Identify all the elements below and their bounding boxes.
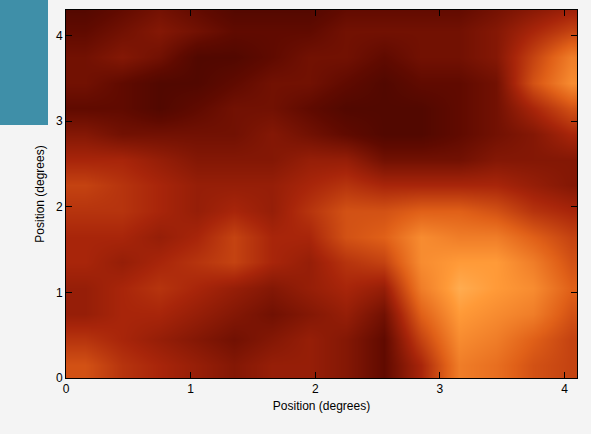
svg-text:4: 4: [56, 29, 63, 43]
svg-text:Position (degrees): Position (degrees): [33, 145, 47, 242]
svg-text:3: 3: [437, 382, 444, 396]
svg-text:0: 0: [56, 371, 63, 385]
svg-text:4: 4: [561, 382, 568, 396]
svg-text:0: 0: [63, 382, 70, 396]
svg-text:2: 2: [312, 382, 319, 396]
svg-text:2: 2: [56, 200, 63, 214]
svg-text:Position (degrees): Position (degrees): [273, 399, 370, 413]
svg-text:3: 3: [56, 114, 63, 128]
svg-text:1: 1: [56, 286, 63, 300]
svg-text:1: 1: [187, 382, 194, 396]
